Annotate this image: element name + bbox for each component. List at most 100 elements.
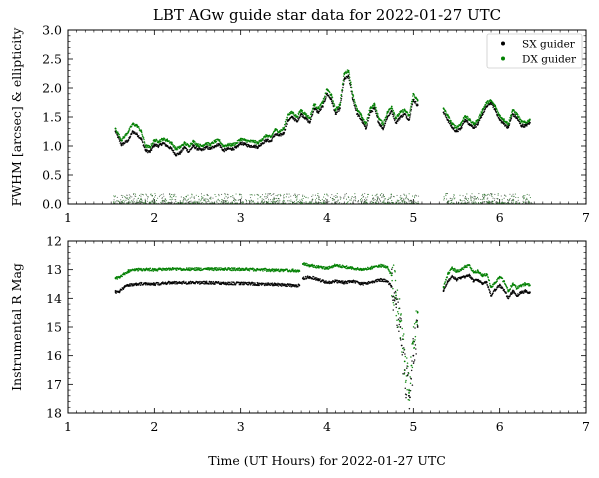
data-point: [229, 142, 231, 145]
data-point: [174, 148, 176, 150]
data-point: [206, 194, 208, 196]
data-point: [206, 198, 208, 200]
data-point: [333, 103, 336, 105]
data-point: [523, 292, 525, 294]
data-point: [445, 193, 447, 195]
data-point: [301, 199, 303, 201]
data-point: [259, 140, 261, 143]
data-point: [409, 111, 411, 113]
data-point: [137, 201, 139, 203]
data-point: [285, 285, 287, 288]
data-point: [258, 284, 260, 287]
data-point: [500, 195, 502, 197]
data-point: [471, 196, 473, 198]
data-point: [322, 99, 324, 102]
data-point: [302, 276, 305, 278]
data-point: [317, 193, 319, 195]
data-point: [264, 284, 266, 287]
data-point: [307, 197, 309, 199]
data-point: [388, 197, 390, 199]
data-point: [150, 194, 152, 196]
data-point: [457, 201, 459, 203]
data-point: [512, 201, 514, 203]
data-point: [157, 197, 159, 199]
data-point: [368, 116, 370, 119]
data-point: [347, 196, 349, 198]
data-point: [288, 202, 290, 204]
data-point: [144, 283, 147, 286]
data-point: [526, 122, 529, 124]
data-point: [400, 195, 402, 197]
data-point: [158, 196, 160, 198]
data-point: [411, 101, 413, 103]
data-point: [122, 287, 125, 289]
data-point: [390, 286, 392, 288]
data-point: [170, 195, 172, 197]
data-point: [181, 150, 183, 153]
data-point: [227, 201, 229, 203]
data-point: [381, 201, 383, 203]
data-point: [138, 127, 140, 130]
data-point: [320, 103, 322, 105]
data-point: [523, 126, 526, 128]
data-point: [389, 283, 392, 285]
data-point: [342, 82, 344, 85]
data-point: [319, 109, 322, 112]
y-tick-label: 15: [46, 320, 62, 335]
data-point: [443, 196, 445, 198]
data-point: [453, 123, 455, 126]
data-point: [443, 287, 446, 290]
data-point: [325, 198, 327, 200]
data-point: [254, 282, 256, 284]
data-point: [366, 124, 368, 127]
data-point: [123, 136, 126, 139]
data-point: [365, 202, 367, 204]
data-point: [288, 200, 290, 202]
data-point: [220, 201, 222, 203]
data-point: [508, 198, 510, 200]
data-point: [383, 126, 385, 128]
data-point: [141, 131, 143, 134]
data-point: [345, 77, 347, 80]
data-point: [527, 202, 530, 204]
data-point: [146, 196, 148, 198]
data-point: [408, 199, 410, 202]
data-point: [451, 201, 453, 204]
data-point: [166, 202, 168, 204]
data-point: [262, 138, 265, 140]
data-point: [124, 201, 126, 203]
data-point: [465, 198, 467, 200]
data-point: [483, 197, 485, 199]
data-point: [269, 284, 272, 286]
data-point: [376, 202, 378, 204]
data-point: [140, 129, 143, 131]
data-point: [145, 193, 147, 195]
data-point: [116, 199, 118, 202]
data-point: [223, 146, 226, 148]
data-point: [522, 200, 524, 202]
data-point: [239, 202, 241, 204]
data-point: [267, 138, 270, 141]
data-point: [529, 291, 531, 293]
data-point: [123, 202, 125, 204]
data-point: [488, 201, 491, 203]
data-point: [203, 202, 205, 204]
data-point: [295, 196, 298, 198]
data-point: [411, 98, 414, 101]
data-point: [202, 197, 204, 199]
data-point: [408, 407, 411, 410]
data-point: [232, 143, 234, 146]
data-point: [393, 202, 395, 204]
data-point: [195, 201, 198, 203]
data-point: [242, 143, 244, 145]
data-point: [339, 104, 341, 106]
data-point: [375, 194, 377, 196]
y-axis-label: Instrumental R Mag: [9, 263, 24, 391]
data-point: [153, 143, 155, 145]
data-point: [214, 194, 216, 196]
data-point: [253, 202, 255, 204]
data-point: [276, 202, 278, 204]
data-point: [318, 202, 320, 204]
data-point: [263, 142, 266, 144]
